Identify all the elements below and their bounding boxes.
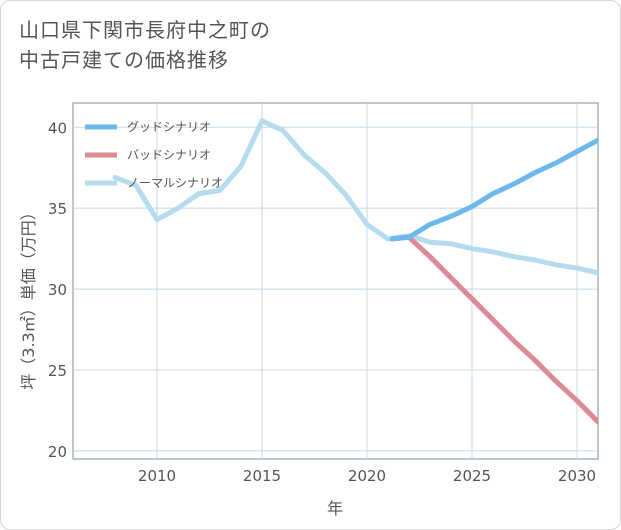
y-axis-title: 坪（3.3㎡）単価（万円） [19, 204, 38, 389]
y-tick-labels: 20 25 30 35 40 [48, 119, 67, 461]
series-line [112, 118, 598, 276]
chart-title: 山口県下関市長府中之町の 中古戸建ての価格推移 [19, 15, 271, 75]
x-tick-labels: 2010 2015 2020 2025 2030 [138, 467, 596, 485]
x-tick-label: 2015 [243, 467, 281, 485]
series-line [389, 234, 598, 425]
plot-area [72, 102, 599, 460]
y-tick-label: 25 [48, 362, 67, 380]
legend-label: グッドシナリオ [127, 120, 211, 134]
x-axis-title: 年 [327, 499, 343, 518]
legend-label: ノーマルシナリオ [127, 176, 223, 190]
x-tick-label: 2025 [453, 467, 491, 485]
series-line [389, 137, 598, 242]
grid-lines [73, 103, 598, 459]
x-tick-label: 2020 [348, 467, 386, 485]
y-tick-label: 35 [48, 200, 67, 218]
title-line-1: 山口県下関市長府中之町の [19, 18, 271, 42]
legend-label: バッドシナリオ [127, 148, 211, 162]
y-tick-label: 40 [48, 119, 67, 137]
x-tick-label: 2030 [558, 467, 596, 485]
y-tick-label: 30 [48, 281, 67, 299]
x-tick-label: 2010 [138, 467, 176, 485]
title-line-2: 中古戸建ての価格推移 [19, 48, 229, 72]
y-tick-label: 20 [48, 443, 67, 461]
series-lines [112, 118, 598, 425]
